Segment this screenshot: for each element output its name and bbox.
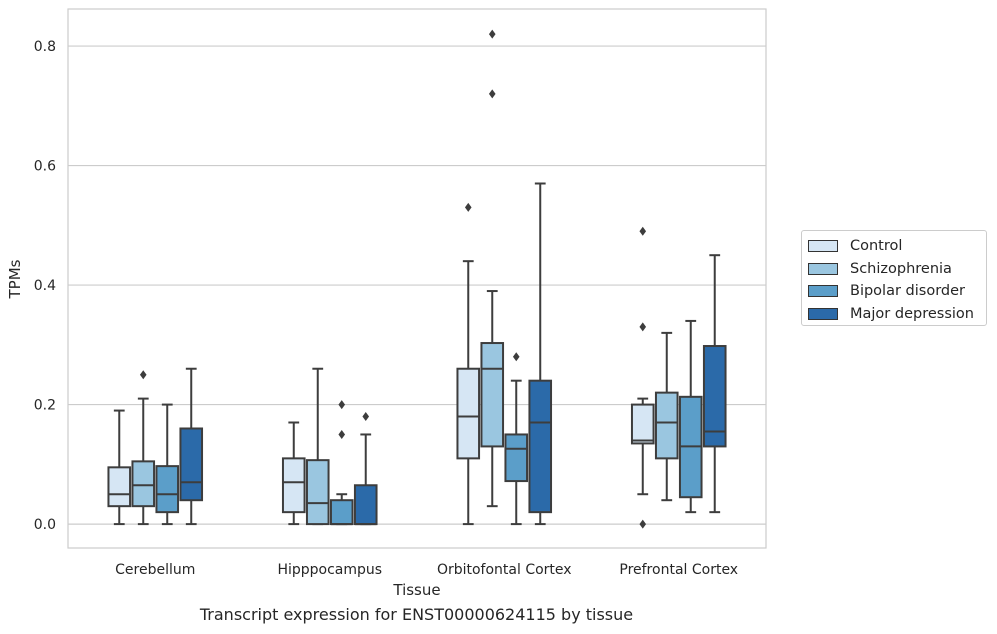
x-tick-label: Prefrontal Cortex (619, 562, 738, 578)
x-axis-ticks: Cerebellum Hipppocampus Orbitofontal Corte… (115, 562, 738, 578)
chart-caption: Transcript expression for ENST0000062411… (199, 605, 634, 624)
outlier-point (639, 519, 647, 529)
legend: Control Schizophrenia Bipolar disorder Majo… (801, 230, 987, 326)
legend-label: Schizophrenia (850, 260, 952, 277)
legend-swatch (808, 307, 838, 320)
x-axis-label: Tissue (392, 581, 440, 599)
legend-label: Bipolar disorder (850, 283, 965, 300)
x-tick-label: Orbitofontal Cortex (437, 562, 572, 578)
y-axis-ticks: 0.0 0.2 0.4 0.6 0.8 (34, 39, 56, 533)
legend-item: Major depression (808, 303, 980, 326)
box (528, 379, 553, 514)
legend-label: Control (850, 238, 903, 255)
x-tick-label: Cerebellum (115, 562, 195, 578)
box-plot-series (107, 29, 727, 529)
y-axis-label: TPMs (6, 259, 24, 299)
box (329, 499, 354, 526)
series-schizophrenia (131, 29, 679, 526)
plot-frame (67, 8, 767, 549)
y-tick-label: 0.2 (34, 398, 56, 414)
outlier-point (488, 89, 496, 99)
box (131, 460, 156, 508)
legend-swatch (808, 285, 838, 298)
outlier-point (512, 352, 520, 362)
outlier-point (464, 202, 472, 212)
series-bipolar-disorder (155, 319, 703, 526)
outlier-point (639, 322, 647, 332)
box (281, 457, 306, 514)
box (630, 403, 655, 445)
box (179, 427, 204, 502)
outlier-point (338, 429, 346, 439)
box (456, 367, 481, 460)
y-tick-label: 0.0 (34, 517, 56, 533)
legend-label: Major depression (850, 305, 974, 322)
series-major-depression (179, 182, 727, 526)
legend-swatch (808, 240, 838, 253)
legend-item: Schizophrenia (808, 258, 980, 281)
y-tick-label: 0.4 (34, 278, 56, 294)
box (305, 459, 330, 526)
box (654, 391, 679, 460)
box (702, 345, 727, 448)
legend-item: Bipolar disorder (808, 280, 980, 303)
outlier-point (362, 412, 370, 422)
box (107, 466, 132, 508)
outlier-point (639, 226, 647, 236)
y-tick-label: 0.8 (34, 39, 56, 55)
legend-item: Control (808, 235, 980, 258)
outlier-point (488, 29, 496, 39)
box (155, 465, 180, 514)
x-tick-label: Hipppocampus (277, 562, 382, 578)
series-control (107, 202, 655, 529)
y-tick-label: 0.6 (34, 159, 56, 175)
legend-swatch (808, 262, 838, 275)
outlier-point (139, 370, 147, 380)
box (353, 484, 378, 526)
box (504, 433, 529, 483)
outlier-point (338, 400, 346, 410)
box (480, 342, 505, 448)
